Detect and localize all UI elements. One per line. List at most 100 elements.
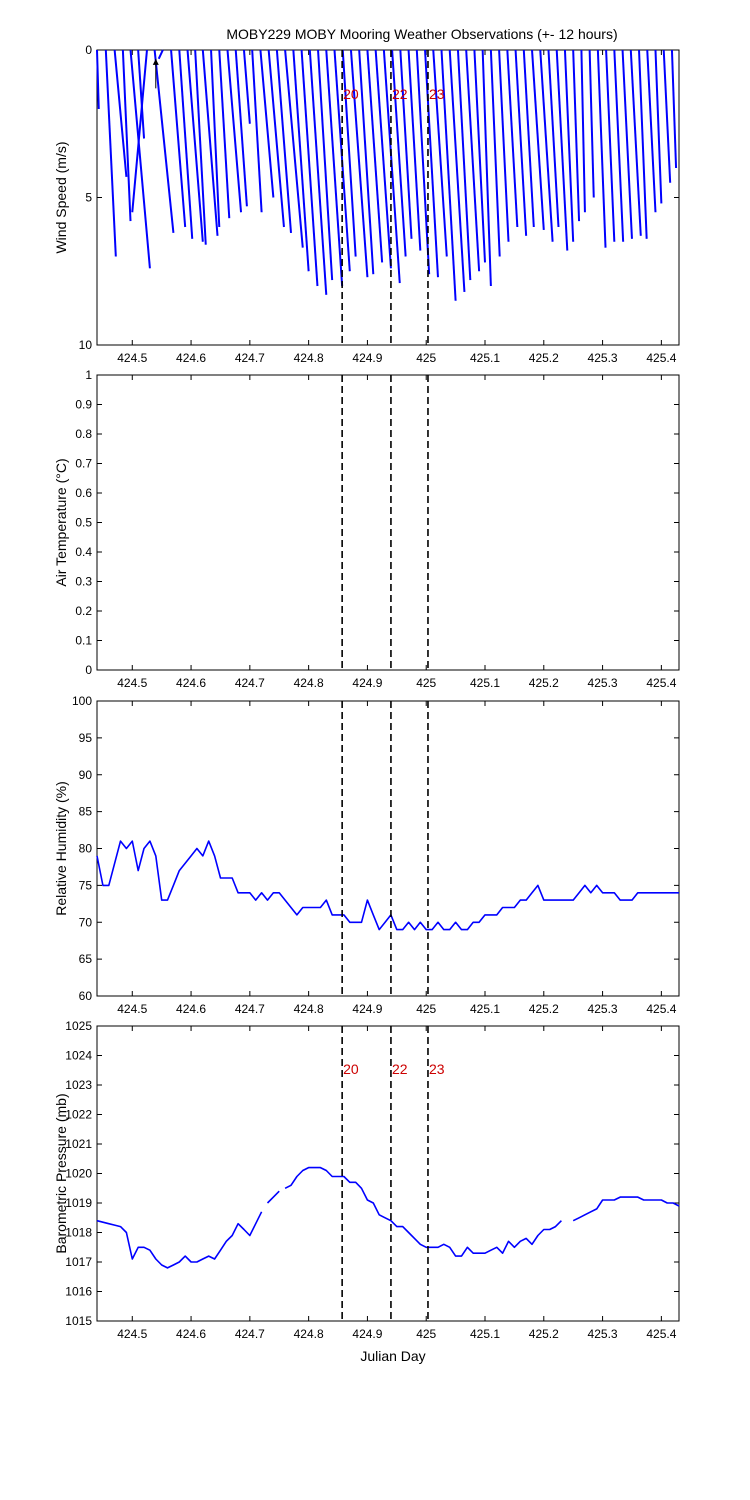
x-tick-label: 424.9 [352,1327,382,1341]
y-tick-label: 1022 [65,1108,92,1122]
wind-stick [498,49,510,242]
wind-stick [194,49,207,245]
wind-stick [539,49,554,242]
y-tick-label: 1015 [65,1314,92,1328]
y-tick-label: 100 [72,694,92,708]
wind-stick [267,49,285,228]
event-marker-label: 23 [429,1061,445,1077]
x-tick-label: 425.3 [588,676,618,690]
x-tick-label: 425.1 [470,676,500,690]
x-tick-label: 424.9 [352,676,382,690]
plot-frame [96,700,680,997]
x-tick-label: 424.5 [117,1327,147,1341]
y-tick-label: 0.6 [75,486,92,500]
x-tick-label: 424.6 [176,1002,206,1016]
wind-stick [242,49,251,124]
wind-stick [131,49,148,213]
wind-stick [440,49,457,301]
x-tick-label: 424.5 [117,1002,147,1016]
wind-stick [638,49,648,239]
wind-stick [226,49,243,213]
wind-stick [153,49,175,234]
x-tick-label: 424.7 [235,1002,265,1016]
y-tick-label: 75 [79,878,93,892]
wind-stick [391,49,407,257]
y-tick-label: 1025 [65,1019,92,1033]
wind-stick [308,49,328,295]
relative_humidity-panel: 424.5 424.6 424.7 424.8 424.9 425 425.1 425.2 42… [53,694,680,1016]
x-tick-label: 425 [416,351,436,365]
x-tick-label: 424.8 [294,1002,324,1016]
event-marker-label: 22 [392,1061,408,1077]
x-tick-label: 425.4 [646,351,676,365]
wind-stick [374,49,392,269]
x-tick-label: 425.3 [588,1327,618,1341]
y-tick-label: 70 [79,915,93,929]
wind-stick [670,49,678,169]
wind-stick [178,49,194,239]
y-axis-label: Air Temperature (°C) [53,458,69,586]
x-tick-label: 425.2 [529,1002,559,1016]
wind-stick [292,49,310,272]
series-line [572,1196,680,1222]
y-tick-label: 1016 [65,1285,92,1299]
x-tick-label: 424.6 [176,1327,206,1341]
y-axis-label: Barometric Pressure (mb) [53,1093,69,1253]
wind-stick [317,49,334,281]
wind-stick [129,49,151,269]
wind-stick [349,49,369,278]
y-tick-label: 10 [79,338,93,352]
series-line [266,1190,280,1204]
wind-stick [382,49,401,284]
wind-stick [514,49,528,236]
wind-stick [113,49,128,177]
x-tick-label: 424.5 [117,351,147,365]
y-tick-label: 1020 [65,1167,92,1181]
x-tick-label: 425.2 [529,1327,559,1341]
event-marker-label: 20 [343,86,359,102]
y-tick-label: 1024 [65,1049,92,1063]
x-tick-label: 424.7 [235,351,265,365]
wind-stick [218,49,231,219]
x-tick-label: 424.6 [176,676,206,690]
wind-stick [251,49,263,213]
x-tick-label: 425 [416,676,436,690]
chart-title: MOBY229 MOBY Mooring Weather Observation… [226,26,617,42]
panels: 424.5 424.6 424.7 424.8 424.9 425 425.1 425.2 42… [53,43,680,1341]
series-line [96,840,679,931]
wind-stick [186,49,204,242]
y-tick-label: 0.5 [75,516,92,530]
wind-stick [522,49,535,228]
y-tick-label: 0.9 [75,398,92,412]
y-tick-label: 0.3 [75,575,92,589]
wind-stick [662,49,672,183]
wind-stick [448,49,466,292]
y-tick-label: 95 [79,731,93,745]
y-tick-label: 0.7 [75,457,92,471]
wind-stick [170,49,187,228]
wind-stick [358,49,375,275]
x-tick-label: 424.8 [294,676,324,690]
event-marker-label: 22 [392,86,408,102]
wind-stick [157,49,164,60]
wind-stick [588,49,595,198]
x-tick-label: 424.8 [294,1327,324,1341]
wind-stick [415,49,431,275]
y-tick-label: 0.4 [75,545,92,559]
y-tick-label: 60 [79,989,93,1003]
wind-stick [621,49,633,239]
wind-stick [104,49,117,257]
y-tick-label: 1019 [65,1196,92,1210]
arrow-head [152,58,159,65]
wind-stick [210,49,221,228]
y-tick-label: 90 [79,768,93,782]
x-tick-label: 425.4 [646,1002,676,1016]
y-tick-label: 1017 [65,1255,92,1269]
y-tick-label: 1018 [65,1226,92,1240]
y-tick-label: 80 [79,842,93,856]
wind-stick [563,49,575,242]
x-tick-label: 425 [416,1002,436,1016]
wind-stick [259,49,275,198]
y-tick-label: 1 [85,368,92,382]
barometric_pressure-panel: 424.5 424.6 424.7 424.8 424.9 425 425.1 425.2 42… [53,1019,680,1341]
